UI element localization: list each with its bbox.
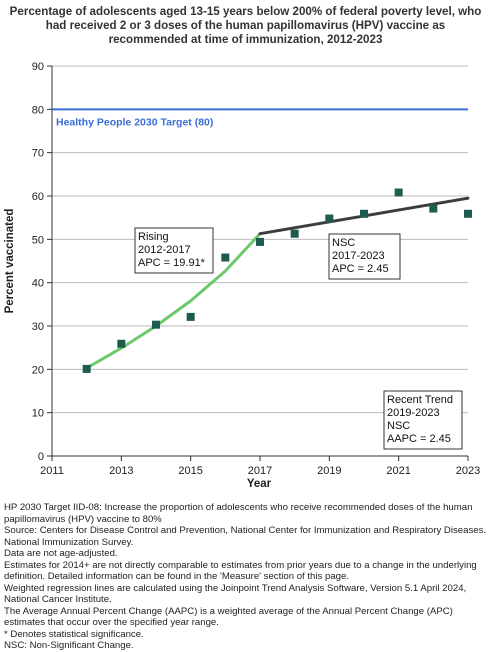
footnote: Source: Centers for Disease Control and … <box>4 525 487 548</box>
data-point <box>152 320 160 329</box>
x-tick-label: 2019 <box>317 465 341 477</box>
x-axis-title: Year <box>247 478 272 490</box>
x-tick-label: 2015 <box>178 465 202 477</box>
footnotes: HP 2030 Target IID-08: Increase the prop… <box>4 502 488 652</box>
y-axis-title: Percent vaccinated <box>4 209 16 314</box>
data-point <box>186 312 195 321</box>
annotation-frame <box>383 390 463 450</box>
y-tick-label: 80 <box>32 104 44 116</box>
data-point <box>325 214 334 223</box>
chart: Healthy People 2030 Target (80) Rising20… <box>4 61 480 490</box>
data-points <box>82 188 472 373</box>
footnote: Weighted regression lines are calculated… <box>4 582 467 606</box>
data-point <box>464 209 472 218</box>
annotation-text: Rising <box>138 231 169 243</box>
annotation-text: NSC <box>332 237 355 249</box>
y-tick-label: 90 <box>32 61 44 73</box>
data-point <box>117 339 126 348</box>
y-tick-label: 20 <box>32 364 44 376</box>
footnote: The Average Annual Percent Change (AAPC)… <box>4 605 453 629</box>
annotation-frame <box>328 233 401 280</box>
annotation-text: 2012-2017 <box>138 244 191 256</box>
data-point <box>360 209 368 218</box>
footnote: HP 2030 Target IID-08: Increase the prop… <box>4 502 473 525</box>
y-tick-label: 60 <box>32 191 44 203</box>
data-point <box>221 253 230 262</box>
data-point <box>256 237 264 246</box>
y-tick-label: 10 <box>32 408 44 420</box>
tick-labels: 0 10 20 30 40 50 60 70 80 90 2011 2013 2015 2017 2019 2… <box>32 61 480 477</box>
annotation-text: APC = 2.45 <box>332 263 389 275</box>
annotation-text: AAPC = 2.45 <box>387 433 451 445</box>
trend-line-rising <box>85 232 262 370</box>
x-tick-label: 2021 <box>386 465 410 477</box>
chart-title: Percentage of adolescents aged 13-15 yea… <box>9 5 482 46</box>
annotation-text: Recent Trend <box>387 394 453 406</box>
y-tick-label: 50 <box>32 234 44 246</box>
x-tick-label: 2023 <box>456 465 480 477</box>
axes <box>47 65 469 461</box>
annotation-text: 2017-2023 <box>332 250 385 262</box>
annotation-text: 2019-2023 <box>387 407 440 419</box>
annotation-text: APC = 19.91* <box>138 257 206 269</box>
y-tick-label: 40 <box>32 278 44 290</box>
annotation-text: NSC <box>387 420 410 432</box>
data-point <box>429 204 438 213</box>
footnote: * Denotes statistical significance. <box>4 628 144 640</box>
data-point <box>82 364 91 373</box>
target-line-group: Healthy People 2030 Target (80) <box>52 108 468 128</box>
data-point <box>290 229 299 238</box>
y-tick-label: 30 <box>32 321 44 333</box>
y-tick-label: 70 <box>32 148 44 160</box>
target-label: Healthy People 2030 Target (80) <box>56 116 213 128</box>
footnote: Data are not age-adjusted. <box>4 548 118 559</box>
annotation-frame <box>134 227 214 274</box>
x-tick-label: 2013 <box>109 465 133 477</box>
y-tick-label: 0 <box>38 451 44 463</box>
footnote: Estimates for 2014+ are not directly com… <box>4 559 477 583</box>
data-point <box>394 188 403 197</box>
x-tick-label: 2017 <box>248 465 272 477</box>
x-tick-label: 2011 <box>40 465 64 477</box>
